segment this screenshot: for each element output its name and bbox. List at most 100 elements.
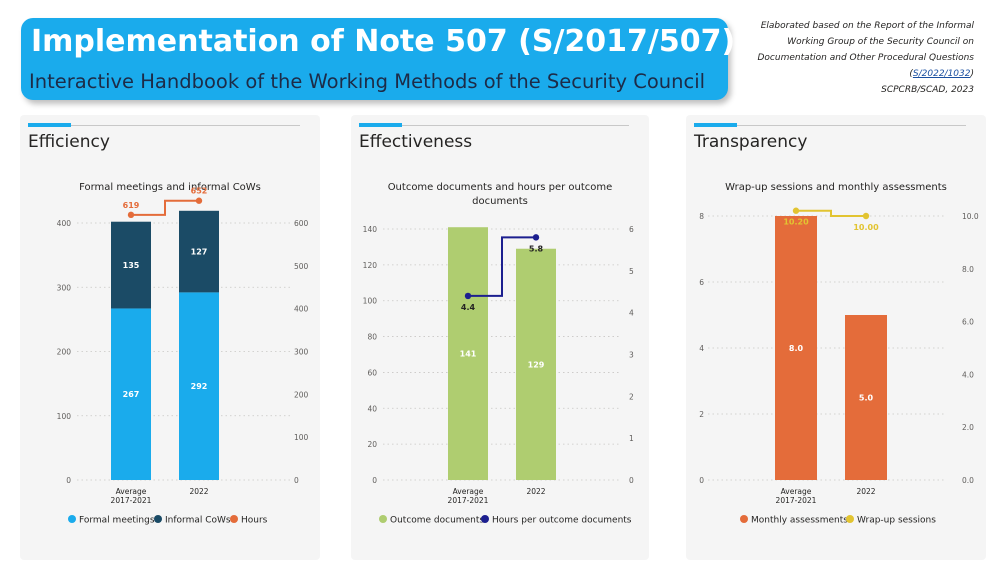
right-axis-tick: 0: [629, 476, 634, 485]
left-axis-tick: 6: [699, 278, 704, 287]
page-subtitle: Interactive Handbook of the Working Meth…: [29, 70, 706, 93]
left-axis-tick: 120: [363, 261, 378, 270]
bar-data-label: 141: [460, 350, 477, 359]
left-axis-tick: 0: [66, 476, 71, 485]
panel-accent: [359, 123, 402, 127]
right-axis-tick: 8.0: [962, 265, 974, 274]
category-label: Average: [116, 487, 147, 496]
left-axis-tick: 40: [367, 404, 377, 413]
chart-title: Formal meetings and informal CoWs: [79, 182, 261, 193]
bar-outcome-documents: [516, 248, 556, 480]
right-axis-tick: 6.0: [962, 318, 974, 327]
page-title: Implementation of Note 507 (S/2017/507): [31, 24, 736, 59]
legend-marker-outcome-documents: [379, 515, 387, 523]
bar-data-label: 5.0: [859, 394, 874, 403]
right-axis-tick: 10.0: [962, 212, 979, 221]
transparency-heading: Transparency: [694, 132, 808, 152]
bar-formal-meetings: [111, 308, 151, 480]
panel-accent: [694, 123, 737, 127]
bar-monthly-assessments: [775, 216, 817, 480]
transparency-panel: Transparency Wrap-up sessions and monthl…: [686, 115, 986, 560]
line-point-hours: [195, 197, 203, 204]
efficiency-panel: Efficiency Formal meetings and informal …: [20, 115, 320, 560]
source-line-2: Working Group of the Security Council on: [787, 37, 974, 47]
bar-formal-meetings: [179, 292, 219, 480]
panel-accent: [28, 123, 71, 127]
bar-monthly-assessments: [845, 315, 887, 480]
line-point-wrap-up-sessions: [862, 212, 870, 220]
right-axis-tick: 6: [629, 225, 634, 234]
right-axis-tick: 200: [294, 390, 309, 399]
category-label: Average: [781, 487, 812, 496]
legend-marker-hours-per-outcome-documents: [481, 515, 489, 523]
left-axis-tick: 140: [363, 225, 378, 234]
right-axis-tick: 4.0: [962, 370, 974, 379]
bar-data-label: 292: [191, 382, 208, 391]
line-data-label: 10.00: [853, 223, 879, 232]
source-note: Elaborated based on the Report of the In…: [724, 18, 974, 98]
line-hours-per-outcome-documents: [468, 236, 536, 297]
bar-data-label: 135: [123, 261, 140, 270]
right-axis-tick: 5: [629, 267, 634, 276]
legend-marker-monthly-assessments: [740, 515, 748, 523]
left-axis-tick: 20: [367, 440, 377, 449]
panel-divider: [71, 125, 300, 126]
source-link-open: (: [909, 69, 913, 79]
category-label: 2017-2021: [448, 496, 489, 505]
efficiency-heading: Efficiency: [28, 132, 110, 152]
chart-title: documents: [472, 196, 528, 207]
right-axis-tick: 3: [629, 351, 634, 360]
category-label: 2017-2021: [111, 496, 152, 505]
effectiveness-panel: Effectiveness Outcome documents and hour…: [351, 115, 649, 560]
line-data-label: 619: [123, 201, 140, 210]
header-banner: Implementation of Note 507 (S/2017/507) …: [21, 18, 735, 100]
right-axis-tick: 500: [294, 262, 309, 271]
line-data-label: 652: [191, 187, 208, 196]
line-data-label: 4.4: [461, 303, 476, 312]
left-axis-tick: 300: [57, 283, 72, 292]
source-credit: SCPCRB/SCAD, 2023: [881, 85, 974, 95]
right-axis-tick: 1: [629, 434, 634, 443]
right-axis-tick: 600: [294, 219, 309, 228]
legend-label: Informal CoWs: [165, 516, 231, 526]
report-link[interactable]: S/2022/1032: [912, 69, 971, 79]
legend-label: Monthly assessments: [751, 516, 848, 526]
panel-divider: [402, 125, 629, 126]
left-axis-tick: 400: [57, 219, 72, 228]
line-data-label: 5.8: [529, 244, 544, 253]
legend-label: Hours: [241, 516, 268, 526]
efficiency-chart: Formal meetings and informal CoWs 0 100 200…: [57, 182, 309, 526]
category-label: 2022: [189, 487, 208, 496]
right-axis-tick: 100: [294, 433, 309, 442]
line-hours: [131, 199, 199, 216]
legend-marker-wrap-up-sessions: [846, 515, 854, 523]
source-link-close: ): [970, 69, 974, 79]
source-link-line: (S/2022/1032): [724, 66, 974, 82]
bar-data-label: 129: [528, 360, 545, 369]
left-axis-tick: 200: [57, 348, 72, 357]
line-data-label: 10.20: [783, 218, 809, 227]
left-axis-tick: 60: [367, 368, 377, 377]
category-label: Average: [453, 487, 484, 496]
bar-data-label: 127: [191, 248, 208, 257]
left-axis-tick: 100: [363, 297, 378, 306]
line-point-hours: [127, 211, 135, 219]
left-axis-tick: 0: [699, 476, 704, 485]
legend-label: Formal meetings: [79, 516, 155, 526]
effectiveness-heading: Effectiveness: [359, 132, 473, 152]
right-axis-tick: 300: [294, 348, 309, 357]
legend-label: Outcome documents: [390, 516, 484, 526]
chart-title: Wrap-up sessions and monthly assessments: [725, 182, 947, 193]
panel-divider: [737, 125, 966, 126]
bar-outcome-documents: [448, 227, 488, 480]
bar-informal-cows: [179, 210, 219, 293]
bar-data-label: 267: [123, 390, 140, 399]
legend-marker-hours: [230, 515, 238, 523]
category-label: 2022: [856, 487, 875, 496]
left-axis-tick: 8: [699, 212, 704, 221]
legend-label: Hours per outcome documents: [492, 516, 632, 526]
line-wrap-up-sessions: [796, 209, 866, 217]
source-line-1: Elaborated based on the Report of the In…: [760, 21, 974, 31]
right-axis-tick: 4: [629, 309, 634, 318]
legend-marker-informal-cows: [154, 515, 162, 523]
